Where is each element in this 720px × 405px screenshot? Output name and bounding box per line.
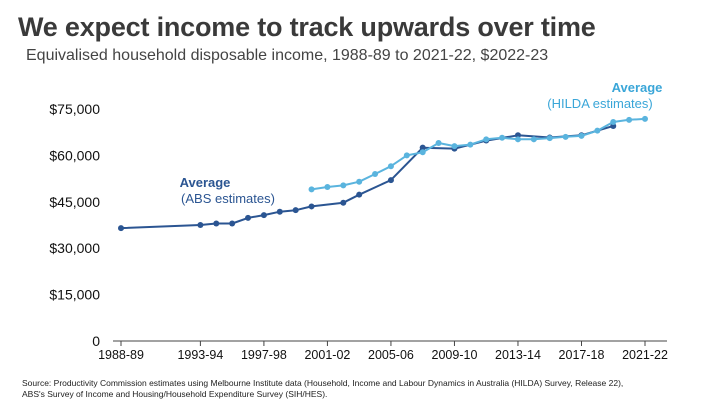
data-point: [419, 144, 426, 151]
x-tick-label: 1997-98: [241, 348, 287, 362]
data-point: [292, 207, 299, 214]
data-point: [324, 183, 331, 190]
data-point: [213, 220, 220, 227]
data-point: [514, 136, 521, 143]
x-tick-label: 2009-10: [432, 348, 478, 362]
data-point: [594, 127, 601, 134]
series-hilda: [308, 115, 648, 193]
x-tick-label: 2021-22: [622, 348, 668, 362]
data-point: [610, 118, 617, 125]
y-axis-labels: 0 $15,000 $30,000 $45,000 $60,000 $75,000: [49, 101, 100, 349]
x-axis-ticks: [120, 341, 646, 346]
y-tick-label: $60,000: [49, 147, 100, 163]
chart-subtitle: Equivalised household disposable income,…: [26, 47, 549, 64]
data-point: [483, 136, 490, 143]
abs-label-title: Average: [180, 175, 231, 190]
data-point: [197, 222, 204, 228]
abs-label-sub: (ABS estimates): [181, 191, 275, 206]
data-point: [340, 199, 347, 206]
data-point: [387, 163, 394, 170]
data-point: [276, 208, 283, 215]
data-point: [308, 203, 315, 210]
data-point: [626, 116, 633, 123]
x-tick-label: 2001-02: [304, 348, 350, 362]
source-note: Source: Productivity Commission estimate…: [22, 378, 702, 400]
x-axis-labels: 1988-89 1993-94 1997-98 2001-02 2005-06 2009-…: [98, 348, 668, 362]
data-point: [340, 182, 347, 189]
y-tick-label: $15,000: [49, 287, 100, 303]
x-tick-label: 1993-94: [177, 348, 223, 362]
data-point: [229, 220, 236, 227]
data-point: [499, 134, 506, 141]
y-tick-label: $45,000: [49, 194, 100, 210]
data-point: [372, 170, 379, 177]
hilda-label-sub: (HILDA estimates): [547, 96, 652, 111]
chart-title: We expect income to track upwards over t…: [18, 12, 596, 42]
data-point: [578, 132, 585, 139]
x-tick-label: 1988-89: [98, 348, 144, 362]
x-tick-label: 2017-18: [559, 348, 605, 362]
x-tick-label: 2013-14: [495, 348, 541, 362]
x-tick-label: 2005-06: [368, 348, 414, 362]
data-point: [118, 225, 124, 232]
data-point: [356, 178, 363, 185]
data-point: [562, 133, 569, 140]
source-line: ABS's Survey of Income and Housing/House…: [22, 389, 328, 399]
data-point: [642, 115, 648, 122]
data-point: [356, 191, 363, 198]
y-tick-label: 0: [92, 333, 100, 349]
data-point: [387, 177, 394, 184]
y-tick-label: $75,000: [49, 101, 100, 117]
data-point: [435, 140, 442, 147]
data-point: [260, 212, 267, 219]
source-line: Source: Productivity Commission estimate…: [22, 378, 624, 388]
data-point: [403, 152, 410, 159]
hilda-label-title: Average: [612, 80, 663, 95]
data-point: [419, 149, 426, 156]
data-point: [451, 143, 458, 150]
y-tick-label: $30,000: [49, 240, 100, 256]
series-line: [311, 117, 646, 191]
data-point: [467, 141, 474, 148]
data-point: [245, 214, 252, 221]
data-point: [308, 186, 315, 193]
data-point: [530, 136, 537, 143]
data-point: [546, 135, 553, 142]
line-chart: 0 $15,000 $30,000 $45,000 $60,000 $75,000 198…: [49, 80, 668, 362]
